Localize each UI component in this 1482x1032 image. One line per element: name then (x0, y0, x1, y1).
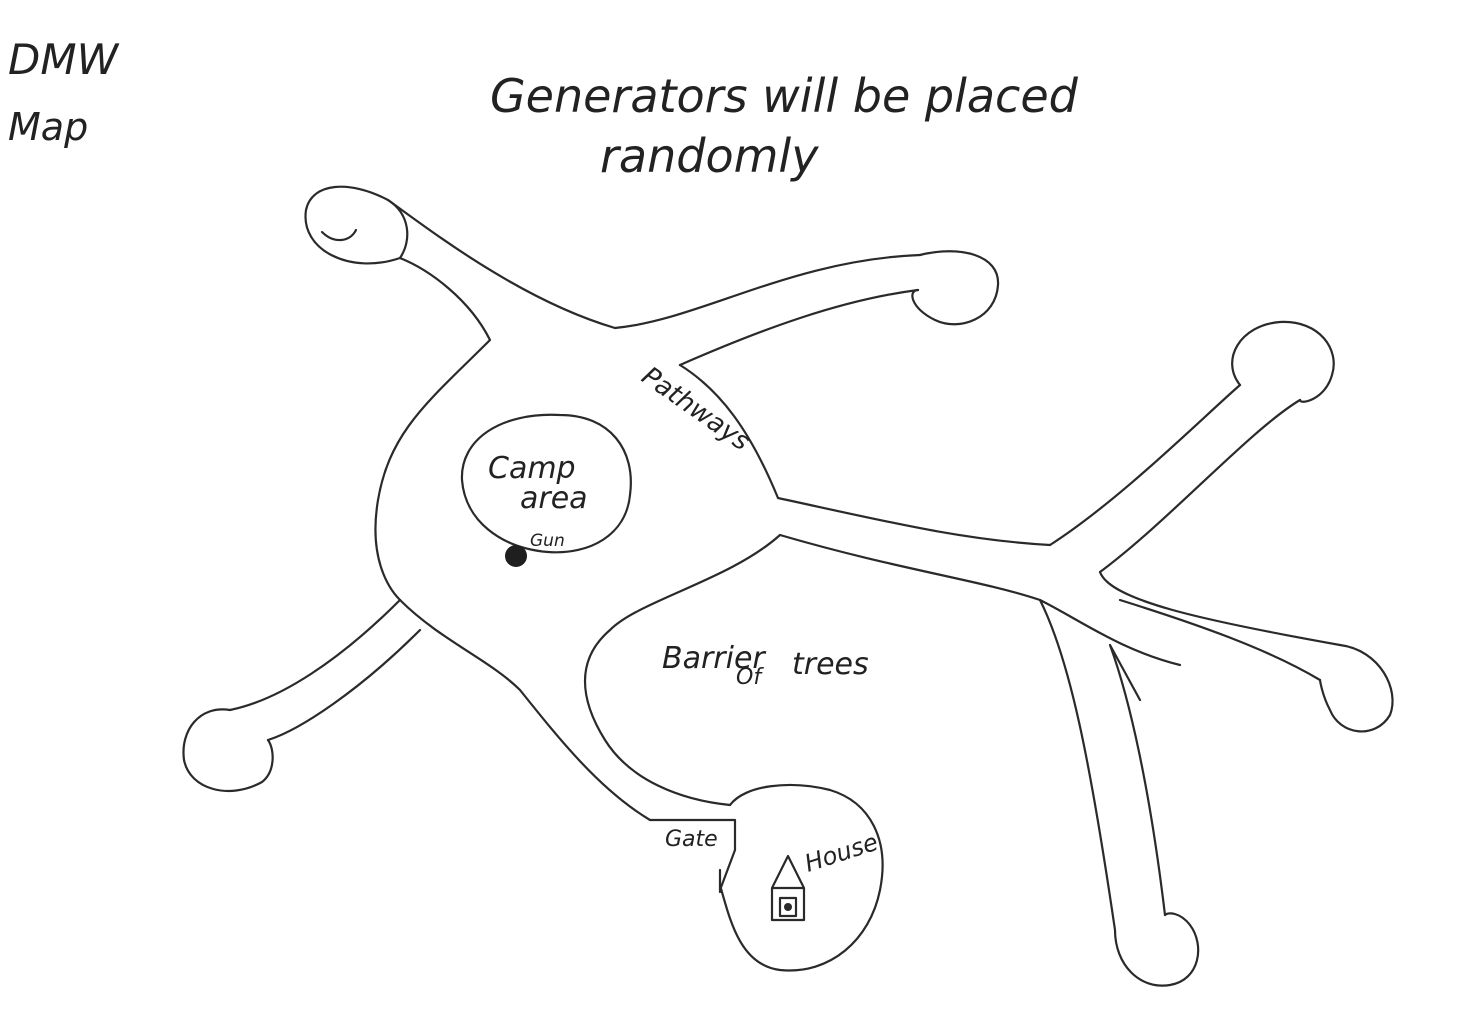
gate-marker (648, 818, 737, 894)
camp-label-line2: area (520, 481, 588, 516)
top-left-lobe-mark (320, 228, 358, 242)
right-lower-lobe (1318, 643, 1394, 733)
house-label: House (801, 828, 881, 878)
far-right-arm (1048, 383, 1302, 574)
top-right-lobe (911, 250, 1000, 326)
house-icon (770, 854, 806, 922)
central-lower-edge (398, 533, 782, 822)
right-lower-arm (1038, 570, 1342, 682)
barrier-label-line2: Of (736, 665, 764, 690)
gate-label: Gate (665, 827, 718, 852)
barrier-label-line1: Barrier (662, 641, 766, 676)
top-left-lobe (304, 185, 409, 265)
map-title-line1: DMW (8, 35, 120, 84)
house-area-outline (718, 783, 884, 972)
top-right-arm (613, 253, 922, 367)
camp-area-circle (460, 413, 632, 554)
bottom-right-lobe (1113, 912, 1200, 987)
bottom-left-arm (228, 598, 422, 742)
center-to-right-path (678, 363, 1052, 602)
heading-line2: randomly (600, 129, 819, 183)
gun-marker-icon (505, 545, 527, 567)
central-area-left-edge (374, 198, 617, 602)
map-title-line2: Map (8, 105, 88, 149)
far-right-lobe (1231, 320, 1335, 403)
heading-line1: Generators will be placed (490, 69, 1079, 123)
bottom-left-lobe (182, 708, 274, 793)
barrier-label-line3: trees (792, 647, 869, 682)
house-door-knob-icon (784, 903, 792, 911)
gun-label: Gun (530, 531, 565, 551)
bottom-right-arm (1038, 598, 1167, 932)
camp-label-line1: Camp (488, 451, 576, 486)
